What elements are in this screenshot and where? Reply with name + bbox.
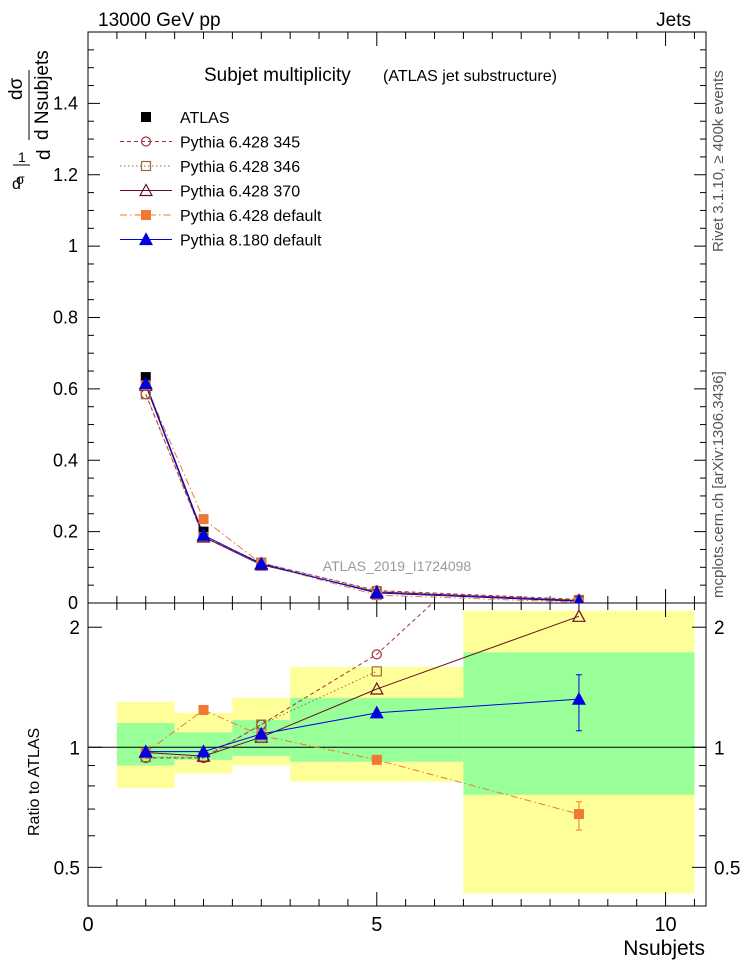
y-tick-label: 0 [68,593,78,613]
mcplots-label: mcplots.cern.ch [arXiv:1306.3436] [710,371,727,598]
uncertainty-band-green [116,723,175,766]
ratio-point [138,744,153,758]
header-process: Jets [656,10,691,31]
svg-text:d: d [12,176,21,193]
main-ylabel: d 1 σ d dσ d Nsubjets [6,50,55,193]
legend-marker [141,210,151,220]
svg-text:d: d [34,149,55,160]
ratio-y-tick-label: 2 [714,618,725,639]
x-tick-label: 0 [82,914,93,936]
y-tick-label: 1 [68,236,78,256]
svg-text:1: 1 [18,149,26,165]
svg-text:σ: σ [16,171,25,187]
x-tick-label: 10 [654,914,676,936]
ratio-y-tick-label: 0.5 [714,858,740,879]
y-tick-label: 0.2 [53,522,78,542]
analysis-watermark: ATLAS_2019_I1724098 [323,558,472,574]
ratio-ylabel: Ratio to ATLAS [26,728,43,836]
data-point [369,585,384,599]
svg-text:d Nsubjets: d Nsubjets [32,50,53,140]
ratio-line [145,670,377,758]
header-energy: 13000 GeV pp [98,10,221,31]
legend-marker [140,160,152,172]
y-tick-label: 1.2 [53,165,78,185]
legend-label: Pythia 6.428 345 [180,135,300,152]
ratio-point [371,666,382,677]
legend-label: Pythia 6.428 370 [180,184,300,201]
legend-marker [141,112,151,122]
legend-marker [138,232,154,246]
x-axis-label: Nsubjets [623,937,705,960]
ratio-point [571,691,586,705]
data-point [138,376,153,390]
y-tick-label: 0.6 [53,379,78,399]
data-point [198,514,209,525]
ratio-y-tick-label: 1 [69,738,80,759]
legend-marker [140,136,152,147]
ratio-point [573,809,584,820]
ratio-plot-frame [87,602,707,907]
ratio-point [198,705,209,716]
ratio-y-tick-label: 0.5 [54,858,80,879]
ratio-point [196,744,211,758]
ratio-point [371,754,382,765]
ratio-point [371,649,382,660]
legend-label: ATLAS [180,110,230,127]
legend-label: Pythia 8.180 default [180,233,322,250]
ratio-line [145,603,434,759]
data-point [254,556,269,570]
data-point [574,593,584,603]
y-tick-label: 1.4 [53,93,78,113]
legend-marker [138,183,154,197]
rivet-label: Rivet 3.1.10, ≥ 400k events [710,70,727,252]
y-tick-label: 0.4 [53,450,78,470]
ratio-y-tick-label: 2 [69,618,80,639]
legend-label: Pythia 6.428 default [180,208,322,225]
svg-text:dσ: dσ [6,77,27,100]
ratio-point [369,705,384,719]
ratio-y-tick-label: 1 [714,738,725,759]
ratio-point [254,726,269,740]
chart-title: Subjet multiplicity [204,65,351,86]
ratio-point [369,681,384,695]
data-point [196,527,211,541]
x-tick-label: 5 [371,914,382,936]
ratio-point [571,609,586,622]
legend-label: Pythia 6.428 346 [180,159,300,176]
chart-subtitle: (ATLAS jet substructure) [383,68,557,85]
y-tick-label: 0.8 [53,308,78,328]
